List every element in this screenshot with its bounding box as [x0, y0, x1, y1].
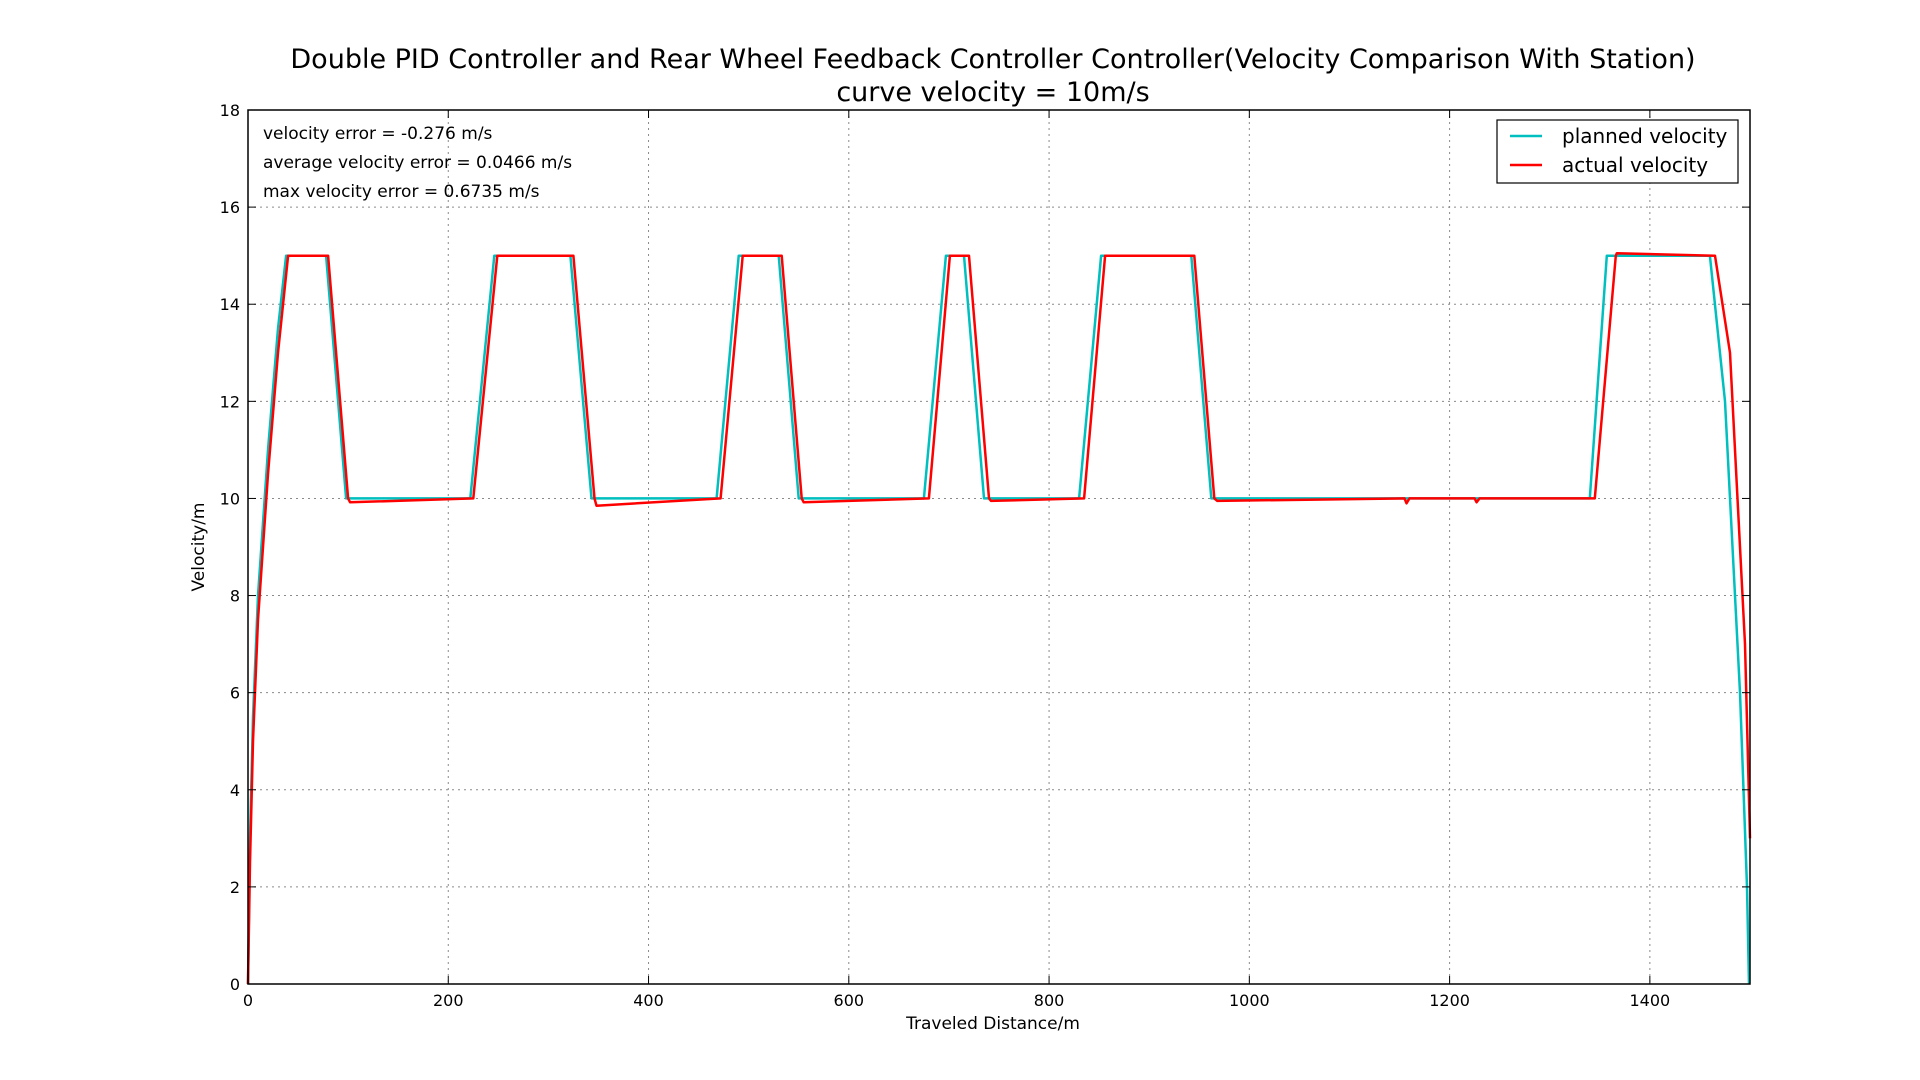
legend-box: [1496, 119, 1739, 184]
y-axis-label: Velocity/m: [189, 503, 209, 592]
y-tick-label: 6: [230, 684, 240, 703]
plot-frame: [247, 109, 1751, 985]
chart-title: Double PID Controller and Rear Wheel Fee…: [290, 44, 1695, 75]
y-tick-label: 8: [230, 587, 240, 606]
y-tick-label: 10: [220, 489, 240, 508]
x-tick-label: 400: [633, 991, 664, 1010]
y-tick-label: 18: [220, 101, 240, 120]
x-tick-label: 1400: [1630, 991, 1671, 1010]
x-axis-label: Traveled Distance/m: [905, 1014, 1080, 1034]
x-tick-label: 600: [834, 991, 865, 1010]
series-line-actual-velocity: [246, 251, 1752, 985]
x-tick-label: 0: [243, 991, 253, 1010]
series-lines: [246, 251, 1752, 985]
legend: planned velocity actual velocity: [1496, 119, 1739, 184]
x-tick-label: 200: [433, 991, 464, 1010]
x-tick-label: 1000: [1229, 991, 1270, 1010]
legend-label-planned: planned velocity: [1562, 124, 1728, 148]
series-line-planned-velocity: [246, 254, 1751, 985]
y-tick-label: 0: [230, 975, 240, 994]
legend-label-actual: actual velocity: [1562, 153, 1708, 177]
x-tick-label: 1200: [1429, 991, 1470, 1010]
y-tick-label: 16: [220, 198, 240, 217]
annotation-velocity-error: velocity error = -0.276 m/s: [263, 124, 493, 144]
x-tick-label: 800: [1034, 991, 1065, 1010]
y-tick-label: 14: [220, 295, 240, 314]
annotation-max-velocity-error: max velocity error = 0.6735 m/s: [263, 182, 540, 202]
y-tick-label: 2: [230, 878, 240, 897]
axis-ticks: 0 200 400 600 800 1000 1200 1400 0 2 4 6 8 10 12 14 16 18: [220, 101, 1750, 1010]
chart-subtitle: curve velocity = 10m/s: [836, 77, 1149, 108]
grid-lines: [248, 110, 1750, 984]
annotation-average-velocity-error: average velocity error = 0.0466 m/s: [263, 153, 572, 173]
y-tick-label: 4: [230, 781, 240, 800]
y-tick-label: 12: [220, 392, 240, 411]
